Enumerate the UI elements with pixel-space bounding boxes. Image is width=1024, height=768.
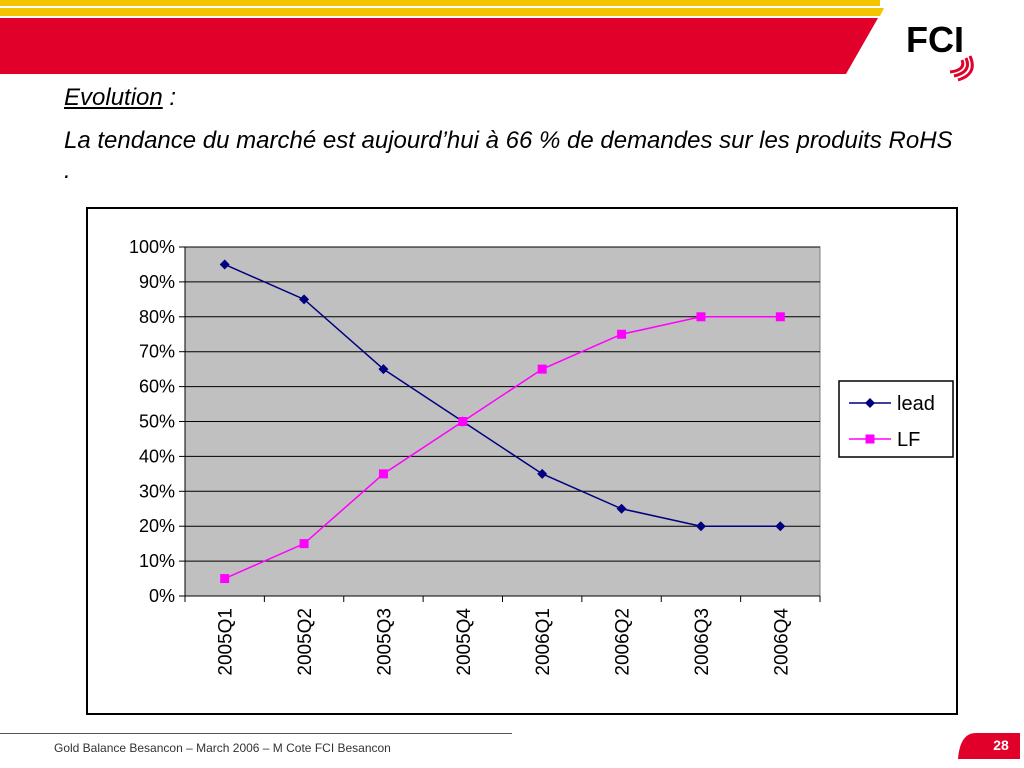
header-banner (0, 0, 884, 74)
data-point-lead (219, 259, 230, 270)
legend-box (838, 380, 954, 458)
data-point-lead (378, 364, 389, 375)
data-point-lf (458, 417, 468, 426)
page-number-badge (958, 733, 1020, 759)
heading-suffix: : (162, 84, 177, 111)
x-tick-label: 2006Q2 (613, 608, 634, 676)
chart-frame: 0% 10% 20% 30% 40% 50% 60% 70% 80% 90% 100% 2005Q1 2… (86, 207, 958, 715)
svg-text:FCI: FCI (906, 19, 964, 60)
x-tick-label: 2006Q4 (771, 608, 792, 676)
legend-marker-lead (865, 398, 875, 408)
legend-label: lead (897, 393, 935, 415)
series-line-lead (224, 263, 781, 527)
data-point-lf (378, 469, 388, 479)
legend-label: LF (897, 429, 920, 451)
slide-body-text: La tendance du marché est aujourd’hui à … (64, 127, 953, 184)
data-point-lf (537, 364, 547, 374)
data-point-lead (616, 503, 627, 514)
slide-heading: Evolution : (64, 84, 176, 112)
x-tick-label: 2006Q1 (533, 608, 554, 676)
footer-text: Gold Balance Besancon – March 2006 – M C… (54, 741, 391, 755)
data-point-lf (696, 312, 706, 322)
y-tick-label: 0% (149, 586, 175, 606)
x-tick-label: 2005Q4 (454, 608, 475, 676)
data-point-lf (299, 539, 309, 549)
legend-marker-lf (865, 434, 875, 444)
page-number: 28 (993, 737, 1009, 753)
y-tick-label: 70% (139, 342, 175, 362)
data-point-lf (775, 312, 785, 322)
fci-logo: FCI (900, 12, 990, 86)
y-tick-label: 10% (139, 551, 175, 571)
data-point-lf (617, 329, 627, 339)
y-tick-label: 80% (139, 307, 175, 327)
y-tick-label: 40% (139, 446, 175, 466)
y-tick-label: 90% (139, 272, 175, 292)
x-tick-label: 2005Q3 (374, 608, 395, 676)
footer-divider (0, 733, 512, 734)
data-point-lf (220, 574, 230, 584)
series-line-lf (224, 316, 781, 580)
y-tick-label: 30% (139, 481, 175, 501)
y-tick-label: 20% (139, 516, 175, 536)
heading-text: Evolution (64, 84, 163, 111)
data-point-lead (537, 468, 548, 479)
line-chart: 0% 10% 20% 30% 40% 50% 60% 70% 80% 90% 100% 2005Q1 2… (129, 237, 954, 676)
data-point-lead (775, 521, 786, 532)
data-point-lead (299, 294, 310, 305)
y-tick-label: 60% (139, 377, 175, 397)
data-point-lead (695, 521, 706, 532)
x-tick-label: 2005Q1 (216, 608, 237, 676)
x-tick-label: 2005Q2 (295, 608, 316, 676)
y-tick-label: 100% (129, 237, 175, 257)
y-tick-label: 50% (139, 412, 175, 432)
x-tick-label: 2006Q3 (692, 608, 713, 676)
